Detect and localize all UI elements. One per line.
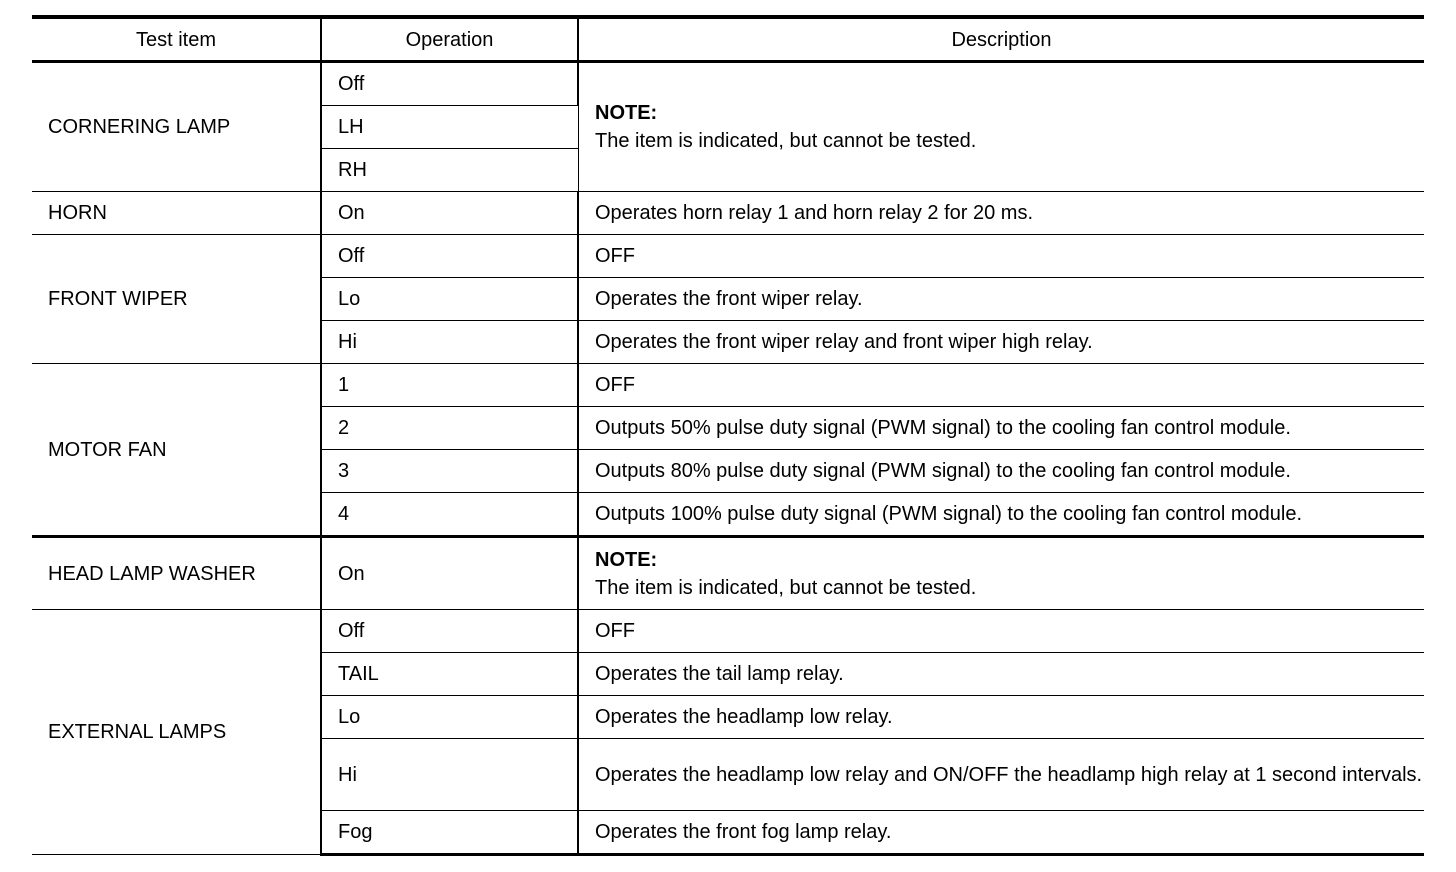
table-row: HEAD LAMP WASHER On NOTE: The item is indic… — [32, 536, 1424, 610]
operation-cell: RH — [321, 148, 578, 192]
description-cell: Operates the tail lamp relay. — [577, 652, 1424, 696]
description-cell: Operates the headlamp low relay and ON/O… — [577, 738, 1424, 811]
header-row: Test item Operation Description — [32, 15, 1424, 63]
description-cell: NOTE: The item is indicated, but cannot b… — [577, 61, 1424, 192]
operation-cell: LH — [321, 105, 578, 149]
test-item-cell: FRONT WIPER — [32, 234, 322, 364]
operation-cell: On — [320, 536, 579, 610]
table-row: HORN On Operates horn relay 1 and horn rel… — [32, 191, 1424, 235]
header-test-item: Test item — [32, 15, 322, 63]
description-cell: Outputs 50% pulse duty signal (PWM signa… — [577, 406, 1424, 450]
table-row: 2 Outputs 50% pulse duty signal (PWM sign… — [32, 406, 1424, 450]
operation-cell: Fog — [321, 810, 579, 856]
header-description: Description — [577, 15, 1424, 63]
table-row: Lo Operates the headlamp low relay. — [32, 695, 1424, 739]
table-row: FRONT WIPER Off OFF — [32, 234, 1424, 364]
table-row: EXTERNAL LAMPS Off OFF — [32, 609, 1424, 855]
operation-cell: 3 — [321, 449, 579, 493]
test-item-cell: EXTERNAL LAMPS — [32, 609, 322, 855]
note-text: The item is indicated, but cannot be tes… — [595, 576, 977, 599]
operation-cell: Hi — [321, 738, 579, 811]
note-label: NOTE: — [595, 102, 658, 124]
operation-cell: 1 — [320, 363, 579, 407]
table-row: 4 Outputs 100% pulse duty signal (PWM sig… — [32, 492, 1424, 538]
operation-cell: Lo — [321, 277, 579, 321]
description-cell: Operates the headlamp low relay. — [577, 695, 1424, 739]
table-row: 3 Outputs 80% pulse duty signal (PWM sign… — [32, 449, 1424, 493]
description-cell: Operates the front wiper relay. — [577, 277, 1424, 321]
test-item-cell: HORN — [32, 191, 322, 235]
description-cell: OFF — [577, 609, 1424, 653]
operation-cell: TAIL — [321, 652, 579, 696]
test-item-cell: CORNERING LAMP — [32, 61, 322, 192]
table-row: MOTOR FAN 1 OFF — [32, 363, 1424, 538]
operation-cell: Off — [320, 609, 579, 653]
note-label: NOTE: — [595, 548, 658, 571]
table-row: Fog Operates the front fog lamp relay. — [32, 810, 1424, 856]
operation-cell: On — [320, 191, 579, 235]
description-cell: NOTE: The item is indicated, but cannot b… — [577, 536, 1424, 610]
operation-cell: 4 — [321, 492, 579, 538]
description-cell: OFF — [577, 363, 1424, 407]
operation-cell: Off — [320, 61, 579, 106]
test-items-table: Test item Operation Description CORNERIN… — [32, 15, 1424, 856]
description-cell: Operates horn relay 1 and horn relay 2 f… — [577, 191, 1424, 235]
operation-cell: Hi — [321, 320, 579, 364]
note-text: The item is indicated, but cannot be tes… — [595, 130, 977, 152]
test-item-cell: HEAD LAMP WASHER — [32, 536, 322, 610]
table-row: TAIL Operates the tail lamp relay. — [32, 652, 1424, 696]
table-row: RH — [32, 148, 1424, 192]
operation-cell: Lo — [321, 695, 579, 739]
table-row: Hi Operates the headlamp low relay and ON… — [32, 738, 1424, 811]
operation-cell: 2 — [321, 406, 579, 450]
test-item-cell: MOTOR FAN — [32, 363, 322, 538]
description-cell: Outputs 100% pulse duty signal (PWM sign… — [577, 492, 1424, 538]
table-row: LH — [32, 105, 1424, 149]
description-cell: OFF — [577, 234, 1424, 278]
table-row: CORNERING LAMP Off NOTE: The item is indica… — [32, 61, 1424, 192]
operation-cell: Off — [320, 234, 579, 278]
description-cell: Outputs 80% pulse duty signal (PWM signa… — [577, 449, 1424, 493]
table-row: Lo Operates the front wiper relay. — [32, 277, 1424, 321]
header-operation: Operation — [320, 15, 579, 63]
description-cell: Operates the front wiper relay and front… — [577, 320, 1424, 364]
description-cell: Operates the front fog lamp relay. — [577, 810, 1424, 856]
